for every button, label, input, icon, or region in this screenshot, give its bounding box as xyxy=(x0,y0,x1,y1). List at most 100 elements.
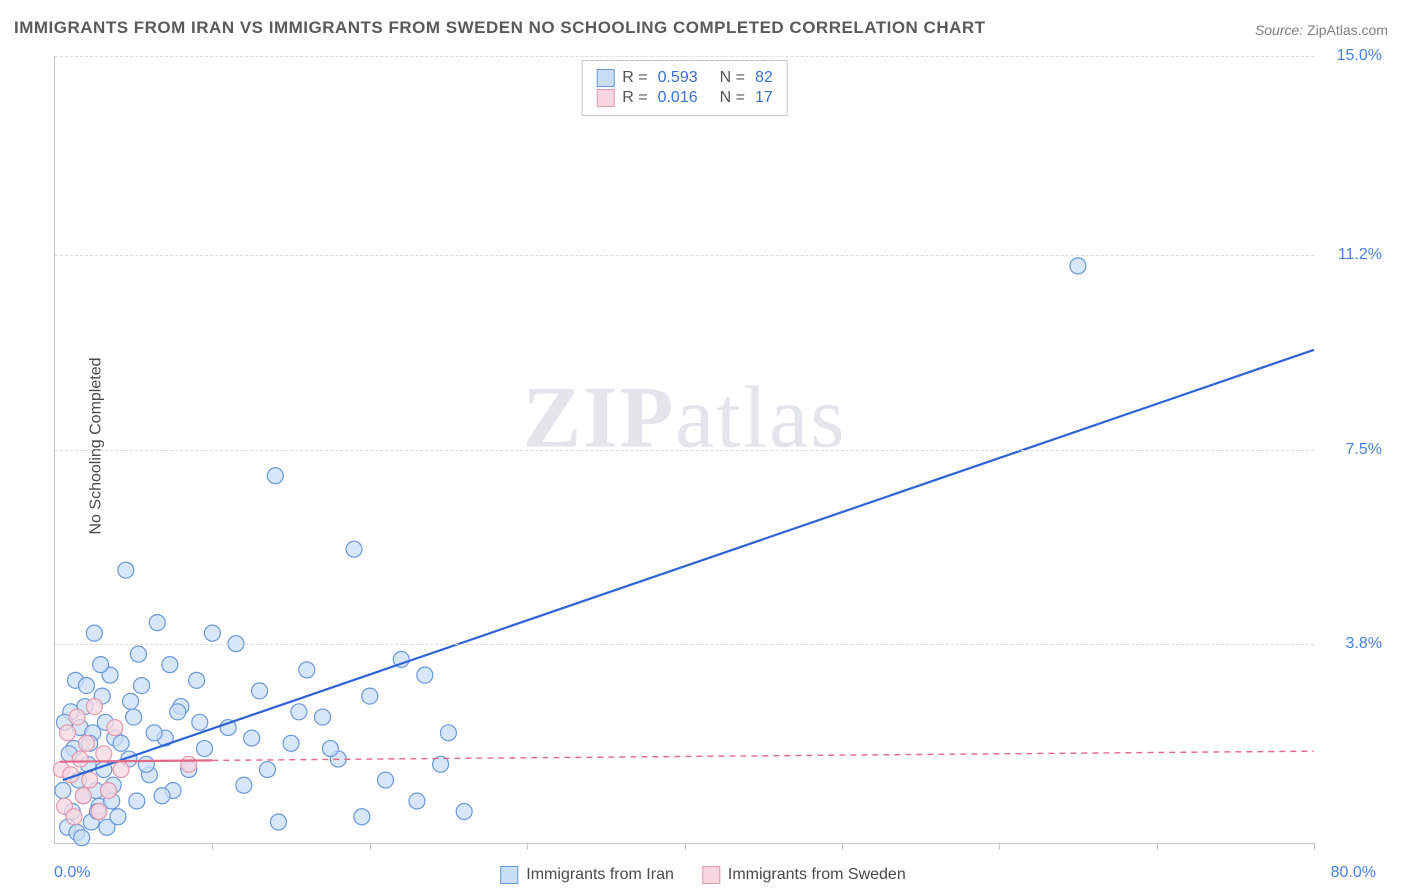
scatter-point xyxy=(113,735,129,751)
legend-bottom: Immigrants from Iran Immigrants from Swe… xyxy=(500,866,905,884)
scatter-point xyxy=(66,809,82,825)
scatter-point xyxy=(72,751,88,767)
x-tick xyxy=(370,843,371,850)
r-label: R = xyxy=(622,69,647,87)
scatter-point xyxy=(74,830,90,846)
x-axis-min-label: 0.0% xyxy=(54,864,90,882)
scatter-point xyxy=(86,625,102,641)
scatter-point xyxy=(129,793,145,809)
n-label: N = xyxy=(720,89,745,107)
scatter-point xyxy=(322,741,338,757)
scatter-point xyxy=(96,746,112,762)
scatter-point xyxy=(134,678,150,694)
x-tick xyxy=(212,843,213,850)
legend-stats-box: R =0.593N =82R =0.016N =17 xyxy=(581,60,788,116)
y-tick-label: 15.0% xyxy=(1337,47,1382,65)
scatter-point xyxy=(299,662,315,678)
scatter-point xyxy=(270,814,286,830)
trendline-extrapolated xyxy=(212,751,1314,760)
scatter-point xyxy=(417,667,433,683)
scatter-point xyxy=(236,777,252,793)
r-value: 0.016 xyxy=(658,89,698,107)
scatter-point xyxy=(123,693,139,709)
x-tick xyxy=(1314,843,1315,850)
scatter-point xyxy=(93,657,109,673)
scatter-point xyxy=(130,646,146,662)
legend-item-iran: Immigrants from Iran xyxy=(500,866,674,884)
scatter-point xyxy=(252,683,268,699)
y-tick-label: 11.2% xyxy=(1338,246,1382,264)
legend-swatch xyxy=(596,69,614,87)
scatter-point xyxy=(82,772,98,788)
scatter-point xyxy=(86,699,102,715)
scatter-point xyxy=(362,688,378,704)
scatter-point xyxy=(75,788,91,804)
x-tick xyxy=(842,843,843,850)
scatter-point xyxy=(149,615,165,631)
legend-swatch-sweden xyxy=(702,866,720,884)
gridline-h xyxy=(55,450,1314,451)
scatter-point xyxy=(110,809,126,825)
scatter-point xyxy=(244,730,260,746)
scatter-point xyxy=(283,735,299,751)
legend-item-sweden: Immigrants from Sweden xyxy=(702,866,906,884)
n-label: N = xyxy=(720,69,745,87)
scatter-point xyxy=(107,720,123,736)
scatter-point xyxy=(146,725,162,741)
chart-title: IMMIGRANTS FROM IRAN VS IMMIGRANTS FROM … xyxy=(14,18,986,38)
x-tick xyxy=(527,843,528,850)
n-value: 82 xyxy=(755,69,773,87)
source-value: ZipAtlas.com xyxy=(1307,22,1388,38)
trendline xyxy=(60,760,213,761)
scatter-point xyxy=(162,657,178,673)
source-label: Source: xyxy=(1255,22,1303,38)
y-tick-label: 7.5% xyxy=(1346,441,1382,459)
scatter-point xyxy=(69,709,85,725)
legend-swatch-iran xyxy=(500,866,518,884)
scatter-point xyxy=(440,725,456,741)
scatter-point xyxy=(55,783,71,799)
gridline-h xyxy=(55,255,1314,256)
scatter-point xyxy=(192,714,208,730)
scatter-point xyxy=(170,704,186,720)
scatter-point xyxy=(409,793,425,809)
chart-plot-area: ZIPatlas R =0.593N =82R =0.016N =17 3.8%… xyxy=(54,56,1314,844)
scatter-point xyxy=(118,562,134,578)
source-attribution: Source: ZipAtlas.com xyxy=(1255,22,1388,38)
scatter-point xyxy=(91,804,107,820)
trendline xyxy=(63,350,1314,780)
scatter-point xyxy=(291,704,307,720)
gridline-h xyxy=(55,56,1314,57)
x-axis-max-label: 80.0% xyxy=(1331,864,1376,882)
scatter-point xyxy=(113,762,129,778)
r-value: 0.593 xyxy=(658,69,698,87)
scatter-point xyxy=(126,709,142,725)
legend-stats-row: R = 0.593 N = 82 xyxy=(596,69,773,87)
r-label: R = xyxy=(622,89,647,107)
x-tick xyxy=(685,843,686,850)
scatter-point xyxy=(181,756,197,772)
gridline-h xyxy=(55,644,1314,645)
scatter-point xyxy=(204,625,220,641)
legend-swatch xyxy=(596,89,614,107)
scatter-point xyxy=(60,725,76,741)
x-tick xyxy=(999,843,1000,850)
scatter-point xyxy=(138,756,154,772)
scatter-point xyxy=(189,672,205,688)
scatter-point xyxy=(377,772,393,788)
legend-stats-row: R =0.016N =17 xyxy=(596,89,773,107)
scatter-point xyxy=(1070,258,1086,274)
scatter-point xyxy=(456,804,472,820)
y-tick-label: 3.8% xyxy=(1346,635,1382,653)
legend-label-iran: Immigrants from Iran xyxy=(526,866,674,884)
x-tick xyxy=(1157,843,1158,850)
legend-label-sweden: Immigrants from Sweden xyxy=(728,866,906,884)
scatter-point xyxy=(101,783,117,799)
scatter-point xyxy=(354,809,370,825)
scatter-point xyxy=(197,741,213,757)
scatter-point xyxy=(78,678,94,694)
scatter-point xyxy=(267,468,283,484)
scatter-point xyxy=(154,788,170,804)
scatter-point xyxy=(315,709,331,725)
scatter-point xyxy=(78,735,94,751)
